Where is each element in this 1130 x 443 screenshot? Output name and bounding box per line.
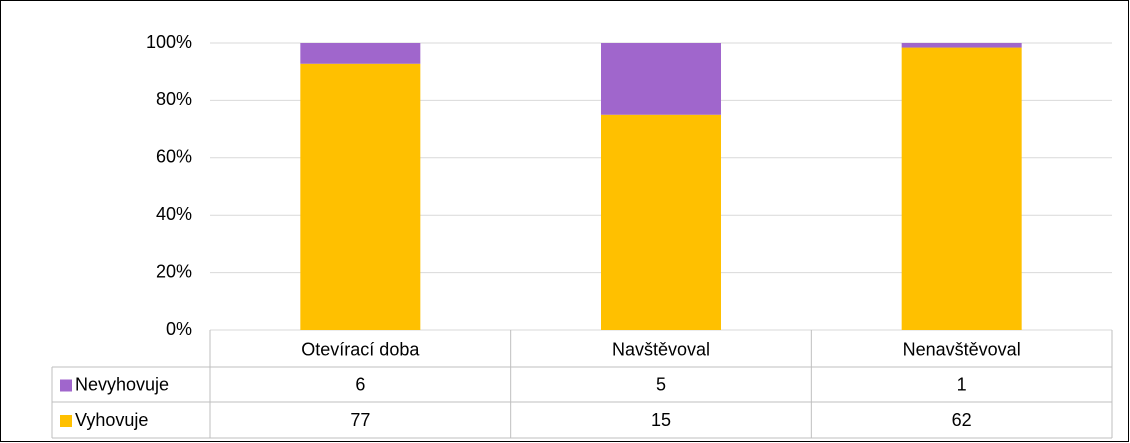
bar-segment <box>601 114 721 330</box>
table-value: 6 <box>355 374 365 394</box>
table-value: 62 <box>952 410 972 430</box>
bar-segment <box>300 63 421 331</box>
bar-segment <box>601 43 721 115</box>
x-tick-label: Otevírací doba <box>301 339 420 359</box>
legend-label: Vyhovuje <box>75 410 148 430</box>
legend-label: Nevyhovuje <box>75 374 169 394</box>
bar-segment <box>901 43 1022 48</box>
y-tick-label: 20% <box>156 261 192 281</box>
y-tick-label: 0% <box>166 319 192 339</box>
y-tick-label: 60% <box>156 147 192 167</box>
bar-segment <box>901 47 1022 331</box>
table-value: 1 <box>957 374 967 394</box>
table-value: 77 <box>350 410 370 430</box>
bar-segment <box>300 43 421 64</box>
table-value: 15 <box>651 410 671 430</box>
y-tick-label: 80% <box>156 89 192 109</box>
x-tick-label: Nenavštěvoval <box>903 339 1021 359</box>
y-tick-label: 100% <box>146 32 192 52</box>
table-value: 5 <box>656 374 666 394</box>
y-tick-label: 40% <box>156 204 192 224</box>
x-tick-label: Navštěvoval <box>612 339 710 359</box>
legend-swatch <box>60 379 72 392</box>
legend-swatch <box>60 415 72 427</box>
